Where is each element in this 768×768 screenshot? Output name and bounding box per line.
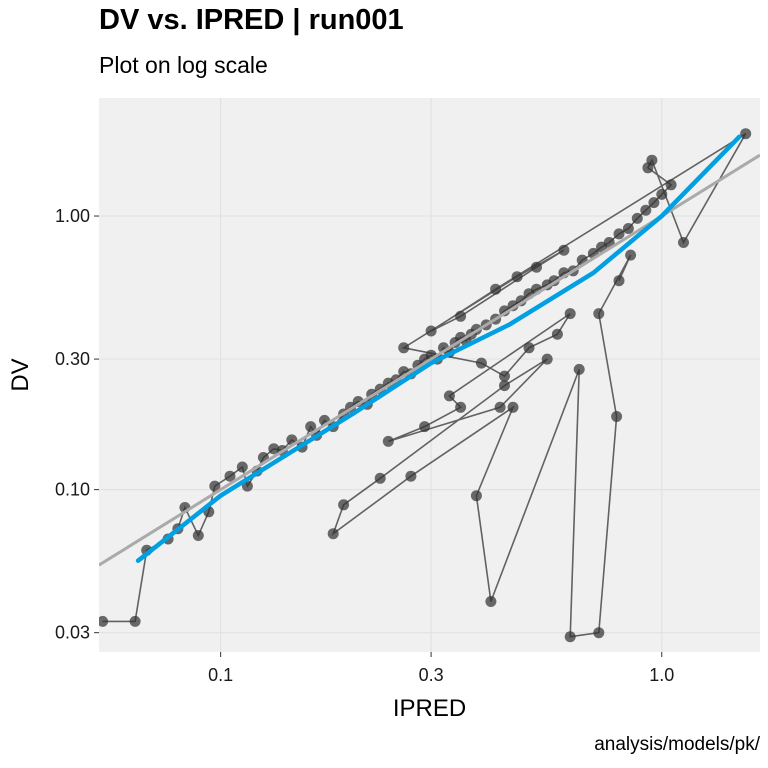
data-point (443, 390, 455, 402)
data-point (625, 249, 637, 261)
y-tick-label: 0.10 (55, 480, 90, 500)
data-point (523, 342, 535, 354)
data-point (648, 197, 660, 209)
y-axis-label: DV (7, 358, 34, 391)
data-point (129, 615, 141, 627)
clipped-marks (99, 128, 760, 643)
data-point (455, 310, 467, 322)
data-point (665, 179, 677, 191)
data-point (551, 328, 563, 340)
y-tick-label: 0.03 (55, 623, 90, 643)
data-point (656, 188, 668, 200)
data-point (511, 271, 523, 283)
tick-labels: 0.1 0.3 1.0 0.03 0.10 0.30 1.00 (55, 206, 674, 685)
data-point (499, 380, 510, 392)
data-point (611, 411, 623, 422)
data-point (338, 499, 350, 511)
plot-panel (99, 98, 760, 652)
data-point (646, 154, 658, 166)
data-point (209, 480, 221, 492)
data-point (398, 342, 410, 354)
y-tick-label: 0.30 (55, 349, 90, 369)
data-point (327, 528, 339, 540)
data-point (573, 363, 585, 375)
data-point (224, 470, 236, 482)
data-point (531, 261, 542, 273)
data-point (593, 627, 605, 639)
data-point (593, 308, 605, 320)
data-point (425, 325, 437, 337)
data-point (613, 275, 625, 287)
data-point (740, 128, 752, 140)
data-point (613, 228, 625, 240)
data-point (405, 470, 417, 482)
data-point (499, 370, 510, 382)
data-point (475, 357, 487, 369)
x-axis-label: IPRED (393, 695, 466, 722)
data-point (622, 223, 634, 234)
smooth-line (135, 134, 742, 563)
data-point (678, 237, 689, 248)
data-point (305, 421, 317, 433)
chart-title: DV vs. IPRED | run001 (99, 4, 404, 36)
x-tick-label: 0.3 (419, 665, 444, 685)
data-point (564, 308, 576, 320)
y-tick-label: 1.00 (55, 206, 90, 226)
data-point (631, 212, 643, 224)
x-tick-label: 1.0 (649, 665, 674, 685)
data-point (236, 461, 248, 473)
data-point (494, 401, 506, 413)
data-point (490, 283, 502, 295)
gridlines (99, 98, 760, 652)
data-point (470, 490, 482, 502)
data-marks (99, 128, 760, 643)
chart-caption: analysis/models/pk/ (594, 734, 760, 755)
data-point (558, 244, 570, 256)
x-tick-label: 0.1 (208, 665, 233, 685)
data-point (99, 615, 109, 627)
data-point (382, 435, 394, 447)
data-point (564, 631, 576, 643)
data-point (640, 204, 652, 216)
data-point (485, 596, 497, 607)
data-point (192, 530, 204, 541)
data-point (419, 421, 431, 433)
data-point (507, 401, 519, 413)
data-point (374, 472, 386, 484)
data-point (541, 353, 553, 365)
chart-subtitle: Plot on log scale (99, 52, 268, 78)
data-point (268, 443, 280, 455)
data-point (455, 401, 467, 413)
